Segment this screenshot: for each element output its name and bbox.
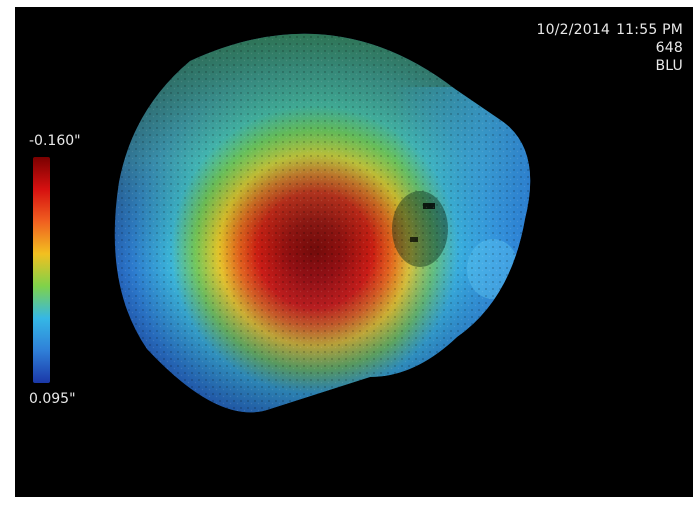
surface-scan-image [15, 7, 693, 497]
colorbar-gradient [33, 157, 50, 383]
code-text: BLU [655, 58, 683, 74]
colorbar-max-label: -0.160" [29, 133, 81, 149]
id-text: 648 [655, 40, 683, 56]
colorbar-min-label: 0.095" [29, 391, 76, 407]
time-text: 11:55 PM [616, 22, 683, 38]
timestamp-block: 10/2/2014 11:55 PM 648 BLU [536, 21, 683, 75]
date-text: 10/2/2014 [536, 22, 611, 38]
scan-viewport: 10/2/2014 11:55 PM 648 BLU -0.160" 0.095" [15, 7, 693, 497]
datetime-line: 10/2/2014 11:55 PM [536, 21, 683, 39]
